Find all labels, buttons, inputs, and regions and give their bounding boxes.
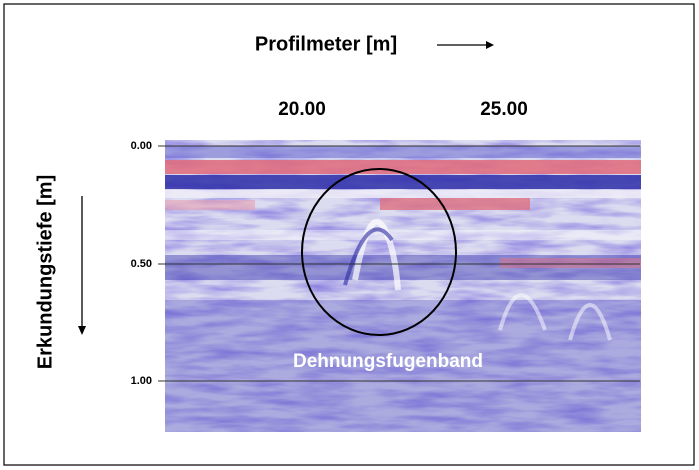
- radargram: [165, 140, 641, 432]
- y-tick-label: 1.00: [131, 375, 152, 387]
- y-tick-label: 0.00: [131, 140, 152, 152]
- title: Profilmeter [m]: [255, 33, 397, 55]
- depth-lines: [158, 145, 640, 382]
- arrow-head: [78, 326, 86, 335]
- y-axis-label: Erkundungstiefe [m]: [34, 175, 56, 369]
- x-tick-label: 25.00: [480, 99, 528, 120]
- y-tick-label: 0.50: [131, 258, 152, 270]
- highlight-circle: [301, 168, 457, 336]
- arrow-head: [486, 41, 494, 49]
- x-tick-label: 20.00: [278, 99, 326, 120]
- annotation: Dehnungsfugenband: [293, 351, 483, 372]
